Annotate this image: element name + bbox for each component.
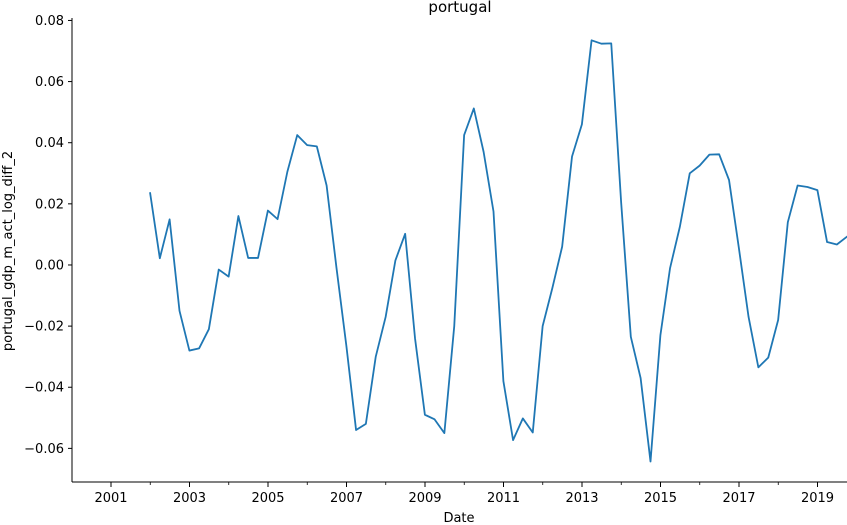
y-tick-label: −0.04 [24, 381, 64, 396]
y-tick-label: −0.06 [24, 442, 64, 457]
x-axis-label: Date [443, 511, 474, 525]
y-tick-label: 0.00 [35, 258, 64, 273]
x-tick-label: 2019 [801, 491, 834, 506]
x-tick-label: 2005 [251, 491, 284, 506]
y-tick-label: 0.02 [35, 197, 64, 212]
x-tick-label: 2003 [173, 491, 206, 506]
y-tick-label: 0.04 [35, 136, 64, 151]
x-tick-label: 2007 [330, 491, 363, 506]
x-tick-label: 2011 [487, 491, 520, 506]
x-tick-label: 2015 [644, 491, 677, 506]
y-tick-label: −0.02 [24, 320, 64, 335]
y-axis-label: portugal_gdp_m_act_log_diff_2 [1, 151, 16, 351]
x-tick-label: 2013 [565, 491, 598, 506]
x-tick-label: 2009 [408, 491, 441, 506]
y-tick-label: 0.06 [35, 75, 64, 90]
x-tick-label: 2017 [722, 491, 755, 506]
y-tick-label: 0.08 [35, 14, 64, 29]
series-line [149, 39, 847, 463]
x-tick-label: 2001 [94, 491, 127, 506]
chart-title: portugal [428, 0, 491, 16]
plot-area: −0.06 −0.04 −0.02 0.00 0.02 0.04 0.06 0.08 2001 2… [24, 14, 847, 506]
